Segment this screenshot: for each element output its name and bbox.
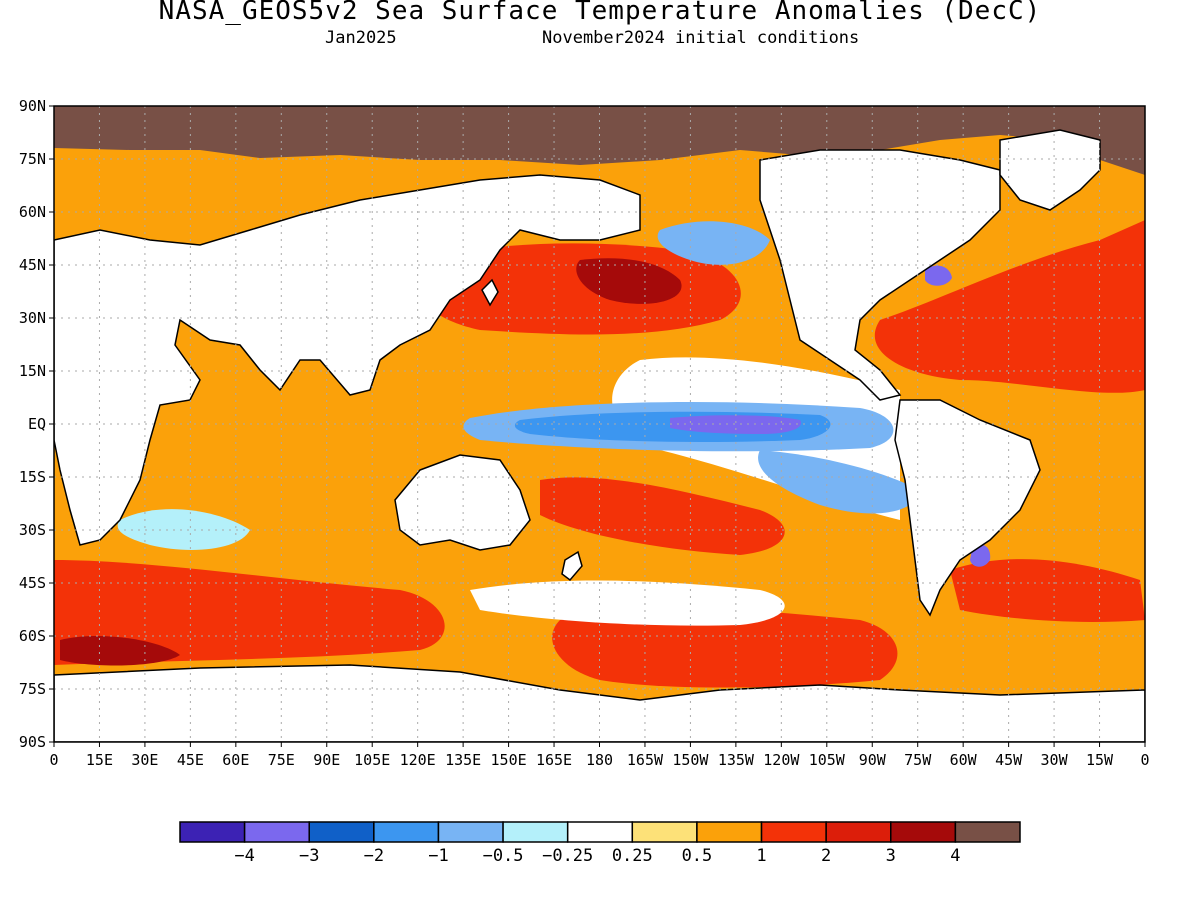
latitude-label: 30S	[19, 521, 46, 539]
longitude-label: 15E	[86, 751, 113, 769]
colorbar-swatch	[373, 821, 440, 843]
colorbar-swatch	[437, 821, 504, 843]
longitude-label: 150E	[491, 751, 527, 769]
colorbar-label: 0.25	[611, 846, 653, 866]
longitude-label: 90W	[859, 751, 887, 769]
longitude-label: 150W	[672, 751, 709, 769]
australia	[394, 454, 531, 551]
gulf-of-alaska-cool-zone	[657, 221, 770, 265]
colorbar-label: 4	[950, 846, 961, 866]
latitude-label: 45S	[19, 574, 46, 592]
longitude-label: 90E	[313, 751, 340, 769]
south-atlantic-warm-patch	[950, 559, 1145, 622]
colorbar-swatch	[696, 821, 763, 843]
longitude-label: 45W	[995, 751, 1023, 769]
longitude-label: 165W	[627, 751, 664, 769]
land-masses	[54, 129, 1145, 742]
latitude-label: 15N	[19, 362, 46, 380]
colorbar	[179, 821, 1021, 843]
colorbar-swatch	[308, 821, 375, 843]
north-pacific-hot-spot	[576, 258, 682, 304]
graticule	[54, 106, 1145, 742]
latitude-label: 75S	[19, 680, 46, 698]
colorbar-label: 0.5	[681, 846, 713, 866]
colorbar-swatch	[502, 821, 569, 843]
longitude-label: 30E	[131, 751, 158, 769]
initial-conditions: November2024 initial conditions	[542, 28, 860, 48]
new-zealand	[561, 550, 583, 582]
longitude-label: 30W	[1041, 751, 1069, 769]
latitude-label: 90S	[19, 733, 46, 751]
colorbar-label: −4	[234, 846, 255, 866]
colorbar-label: −0.5	[482, 846, 524, 866]
colorbar-swatch	[825, 821, 892, 843]
longitude-label: 120E	[400, 751, 436, 769]
southern-ocean-warm-band-east	[552, 608, 898, 688]
longitude-label: 60E	[222, 751, 249, 769]
south-america	[894, 399, 1041, 617]
colorbar-swatch	[179, 821, 246, 843]
longitude-label: 60W	[950, 751, 978, 769]
gulf-stream-cold-spot	[925, 265, 952, 286]
colorbar-swatch	[566, 821, 634, 843]
colorbar-label: −1	[428, 846, 449, 866]
latitude-label: 60N	[19, 203, 46, 221]
colorbar-swatch	[760, 821, 827, 843]
latitude-label: 15S	[19, 468, 46, 486]
longitude-label: 45E	[177, 751, 204, 769]
southern-ocean-hot-spot	[60, 635, 180, 666]
greenland	[999, 129, 1101, 211]
colorbar-label: 3	[885, 846, 896, 866]
longitude-label: 135W	[718, 751, 755, 769]
latitude-label: EQ	[28, 415, 46, 433]
southern-ocean-neutral-band	[470, 580, 785, 626]
japan	[481, 278, 499, 307]
south-pacific-warm-patch	[540, 477, 785, 555]
colorbar-label: −0.25	[542, 846, 594, 866]
north-america	[759, 149, 1001, 401]
equatorial-cold-core	[670, 415, 801, 434]
latitude-axis: 90N 75N 60N 45N 30N 15N EQ 15S 30S 45S 60S 75S 90S	[19, 97, 54, 751]
longitude-label: 135E	[445, 751, 481, 769]
latitude-label: 30N	[19, 309, 46, 327]
map-title: NASA_GEOS5v2 Sea Surface Temperature Ano…	[158, 0, 1042, 26]
longitude-axis: 0 15E 30E 45E 60E 75E 90E 105E 120E 135E 150E 165E 1…	[49, 742, 1150, 769]
longitude-label: 180	[586, 751, 613, 769]
latitude-label: 60S	[19, 627, 46, 645]
colorbar-label: 2	[821, 846, 832, 866]
colorbar-swatch	[954, 821, 1021, 843]
north-atlantic-warm-band	[874, 220, 1145, 393]
longitude-label: 0	[49, 751, 58, 769]
latitude-label: 75N	[19, 150, 46, 168]
east-pacific-cool-zone	[758, 450, 920, 514]
africa-eurasia-landmass	[54, 174, 641, 546]
longitude-label: 0	[1140, 751, 1149, 769]
colorbar-swatch	[631, 821, 698, 843]
arctic-sea-ice	[54, 106, 1145, 175]
longitude-label: 120W	[763, 751, 800, 769]
longitude-label: 105W	[809, 751, 846, 769]
colorbar-label: 1	[756, 846, 767, 866]
colorbar-label: −3	[298, 846, 320, 866]
latitude-label: 45N	[19, 256, 46, 274]
colorbar-swatch	[890, 821, 957, 843]
indian-ocean-cool-patch	[117, 509, 250, 550]
colorbar-label: −2	[363, 846, 385, 866]
latitude-label: 90N	[19, 97, 46, 115]
colorbar-swatch	[243, 821, 310, 843]
north-pacific-warm-band	[413, 243, 741, 335]
forecast-month: Jan2025	[325, 28, 397, 48]
longitude-label: 75E	[268, 751, 295, 769]
longitude-label: 105E	[354, 751, 390, 769]
southern-ocean-warm-band-west	[54, 560, 445, 665]
longitude-label: 15W	[1086, 751, 1114, 769]
longitude-label: 165E	[536, 751, 572, 769]
longitude-label: 75W	[904, 751, 932, 769]
